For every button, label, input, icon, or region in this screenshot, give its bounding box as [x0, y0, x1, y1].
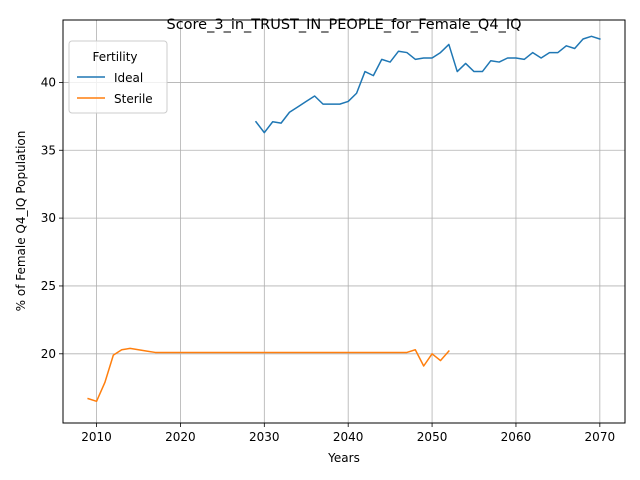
- chart-title: Score_3_in_TRUST_IN_PEOPLE_for_Female_Q4…: [166, 17, 521, 33]
- y-tick-label: 30: [41, 211, 56, 225]
- legend-box: [68, 40, 168, 114]
- x-axis-label: Years: [327, 451, 360, 465]
- x-tick-label: 2030: [249, 430, 280, 444]
- plot-area-frame: [62, 19, 626, 424]
- series-line-ideal: [254, 35, 601, 134]
- x-tick-label: 2050: [417, 430, 448, 444]
- legend-label-ideal: Ideal: [114, 71, 143, 85]
- y-tick-label: 40: [41, 75, 56, 89]
- x-tick-label: 2070: [585, 430, 616, 444]
- x-tick-label: 2060: [501, 430, 532, 444]
- series-line-sterile: [87, 347, 450, 403]
- x-tick-label: 2010: [81, 430, 112, 444]
- y-tick-label: 35: [41, 143, 56, 157]
- legend-title: Fertility: [92, 50, 137, 64]
- x-tick-label: 2040: [333, 430, 364, 444]
- y-axis: 20 25 30 35 40: [41, 75, 63, 361]
- series-lines: [87, 35, 601, 403]
- y-tick-label: 25: [41, 279, 56, 293]
- y-tick-label: 20: [41, 347, 56, 361]
- x-tick-label: 2020: [165, 430, 196, 444]
- x-axis: 2010 2020 2030 2040 2050 2060 2070: [81, 423, 615, 444]
- y-axis-label: % of Female Q4_IQ Population: [14, 131, 28, 312]
- legend: Fertility Ideal Sterile: [68, 40, 168, 114]
- legend-label-sterile: Sterile: [114, 92, 153, 106]
